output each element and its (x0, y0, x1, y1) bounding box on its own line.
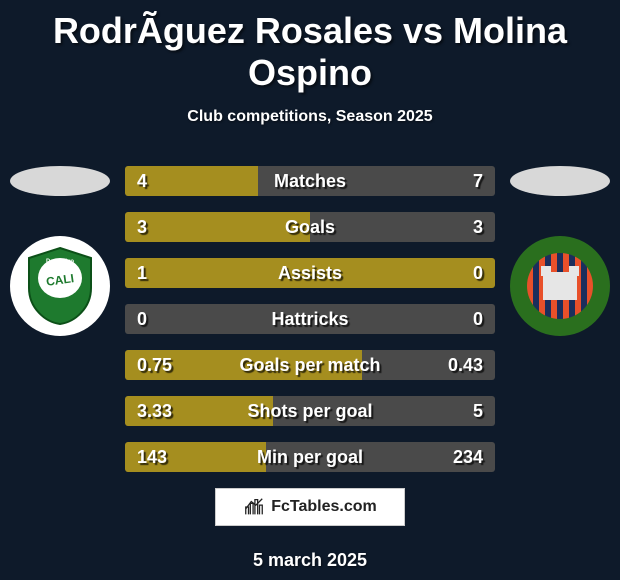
stat-row: 143234Min per goal (125, 442, 495, 472)
left-player-column: CALI Deportivo (0, 166, 120, 336)
watermark-icon (243, 496, 265, 518)
comparison-panel: CALI Deportivo 47Matches 33Goals 10Assists… (0, 166, 620, 571)
stat-label: Goals (125, 212, 495, 242)
stat-row: 10Assists (125, 258, 495, 288)
stat-label: Matches (125, 166, 495, 196)
page-title: RodrÃ­guez Rosales vs Molina Ospino (0, 0, 620, 94)
stat-label: Assists (125, 258, 495, 288)
stat-row: 3.335Shots per goal (125, 396, 495, 426)
watermark: FcTables.com (215, 488, 405, 526)
date-text: 5 march 2025 (0, 550, 620, 571)
left-player-silhouette (10, 166, 110, 196)
right-badge-inner (527, 253, 593, 319)
subtitle: Club competitions, Season 2025 (0, 108, 620, 126)
stat-label: Min per goal (125, 442, 495, 472)
left-club-badge: CALI Deportivo (10, 236, 110, 336)
stat-row: 47Matches (125, 166, 495, 196)
right-player-column (500, 166, 620, 336)
stat-row: 00Hattricks (125, 304, 495, 334)
svg-text:Deportivo: Deportivo (46, 259, 74, 265)
right-player-silhouette (510, 166, 610, 196)
castle-icon (543, 272, 577, 300)
watermark-text: FcTables.com (271, 498, 377, 516)
stat-row: 0.750.43Goals per match (125, 350, 495, 380)
right-club-badge (510, 236, 610, 336)
stat-row: 33Goals (125, 212, 495, 242)
stat-label: Hattricks (125, 304, 495, 334)
stat-label: Shots per goal (125, 396, 495, 426)
stat-label: Goals per match (125, 350, 495, 380)
stats-bars: 47Matches 33Goals 10Assists 00Hattricks 0.75… (125, 166, 495, 472)
